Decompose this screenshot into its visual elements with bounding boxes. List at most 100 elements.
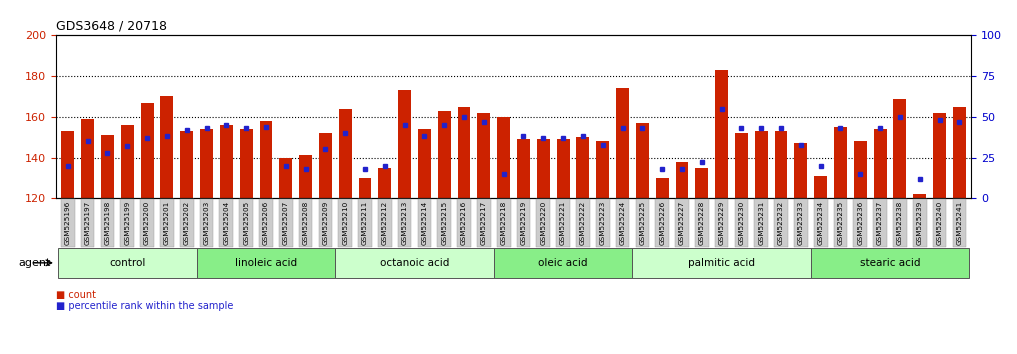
FancyBboxPatch shape [196, 248, 336, 278]
Text: GSM525235: GSM525235 [837, 201, 843, 245]
FancyBboxPatch shape [675, 199, 689, 247]
FancyBboxPatch shape [834, 199, 847, 247]
Bar [399, 90, 411, 198]
Text: GSM525214: GSM525214 [421, 201, 427, 245]
Bar [775, 131, 787, 198]
FancyBboxPatch shape [180, 199, 193, 247]
Bar [61, 131, 74, 198]
Bar [299, 155, 312, 198]
Text: GSM525205: GSM525205 [243, 201, 249, 245]
Bar [715, 70, 728, 198]
Text: GDS3648 / 20718: GDS3648 / 20718 [56, 20, 167, 33]
FancyBboxPatch shape [497, 199, 511, 247]
Bar [359, 178, 371, 198]
FancyBboxPatch shape [239, 199, 253, 247]
Text: GSM525215: GSM525215 [441, 201, 447, 245]
Text: ■ count: ■ count [56, 290, 96, 300]
FancyBboxPatch shape [336, 248, 494, 278]
FancyBboxPatch shape [734, 199, 749, 247]
Bar [577, 137, 590, 198]
Text: agent: agent [18, 258, 51, 268]
Text: GSM525230: GSM525230 [738, 201, 744, 245]
Bar [735, 133, 747, 198]
Bar [636, 123, 649, 198]
FancyBboxPatch shape [279, 199, 293, 247]
Bar [517, 139, 530, 198]
Text: GSM525204: GSM525204 [224, 201, 229, 245]
Bar [339, 109, 352, 198]
Text: GSM525222: GSM525222 [580, 201, 586, 245]
FancyBboxPatch shape [814, 199, 828, 247]
Text: GSM525221: GSM525221 [560, 201, 566, 245]
Text: GSM525217: GSM525217 [481, 201, 487, 245]
FancyBboxPatch shape [101, 199, 114, 247]
Text: GSM525197: GSM525197 [84, 201, 91, 245]
Text: GSM525210: GSM525210 [342, 201, 348, 245]
FancyBboxPatch shape [477, 199, 491, 247]
FancyBboxPatch shape [160, 199, 174, 247]
Text: GSM525229: GSM525229 [719, 201, 724, 245]
FancyBboxPatch shape [953, 199, 966, 247]
FancyBboxPatch shape [358, 199, 372, 247]
Bar [815, 176, 827, 198]
Bar [913, 194, 926, 198]
Text: GSM525238: GSM525238 [897, 201, 903, 245]
FancyBboxPatch shape [517, 199, 530, 247]
Text: GSM525240: GSM525240 [937, 201, 943, 245]
Text: GSM525218: GSM525218 [500, 201, 506, 245]
FancyBboxPatch shape [378, 199, 392, 247]
Bar [854, 141, 866, 198]
Text: GSM525203: GSM525203 [203, 201, 210, 245]
Bar [259, 121, 273, 198]
Bar [656, 178, 668, 198]
FancyBboxPatch shape [220, 199, 233, 247]
Text: GSM525213: GSM525213 [402, 201, 408, 245]
Text: GSM525237: GSM525237 [877, 201, 883, 245]
Bar [537, 139, 550, 198]
Text: GSM525198: GSM525198 [105, 201, 111, 245]
FancyBboxPatch shape [774, 199, 788, 247]
Bar [596, 141, 609, 198]
Text: GSM525241: GSM525241 [956, 201, 962, 245]
Text: GSM525212: GSM525212 [381, 201, 387, 245]
Bar [755, 131, 768, 198]
Bar [101, 135, 114, 198]
Text: GSM525231: GSM525231 [759, 201, 764, 245]
FancyBboxPatch shape [299, 199, 312, 247]
Text: GSM525232: GSM525232 [778, 201, 784, 245]
Bar [140, 103, 154, 198]
Text: GSM525234: GSM525234 [818, 201, 824, 245]
FancyBboxPatch shape [874, 199, 887, 247]
Text: GSM525225: GSM525225 [640, 201, 646, 245]
FancyBboxPatch shape [576, 199, 590, 247]
Text: GSM525223: GSM525223 [600, 201, 606, 245]
Bar [894, 98, 906, 198]
Bar [200, 129, 213, 198]
FancyBboxPatch shape [140, 199, 154, 247]
Bar [280, 158, 292, 198]
FancyBboxPatch shape [655, 199, 669, 247]
FancyBboxPatch shape [398, 199, 412, 247]
Bar [458, 107, 471, 198]
Text: control: control [109, 258, 145, 268]
Bar [834, 127, 847, 198]
Text: GSM525226: GSM525226 [659, 201, 665, 245]
Bar [81, 119, 95, 198]
FancyBboxPatch shape [339, 199, 352, 247]
Bar [556, 139, 570, 198]
Text: GSM525224: GSM525224 [619, 201, 625, 245]
Text: GSM525216: GSM525216 [461, 201, 467, 245]
Bar [418, 129, 431, 198]
Text: GSM525209: GSM525209 [322, 201, 328, 245]
Text: oleic acid: oleic acid [538, 258, 588, 268]
FancyBboxPatch shape [437, 199, 452, 247]
FancyBboxPatch shape [61, 199, 74, 247]
Bar [477, 113, 490, 198]
FancyBboxPatch shape [636, 199, 649, 247]
Bar [794, 143, 807, 198]
Bar [953, 107, 966, 198]
Text: GSM525239: GSM525239 [916, 201, 922, 245]
FancyBboxPatch shape [715, 199, 728, 247]
Text: ■ percentile rank within the sample: ■ percentile rank within the sample [56, 301, 233, 311]
Bar [161, 96, 173, 198]
